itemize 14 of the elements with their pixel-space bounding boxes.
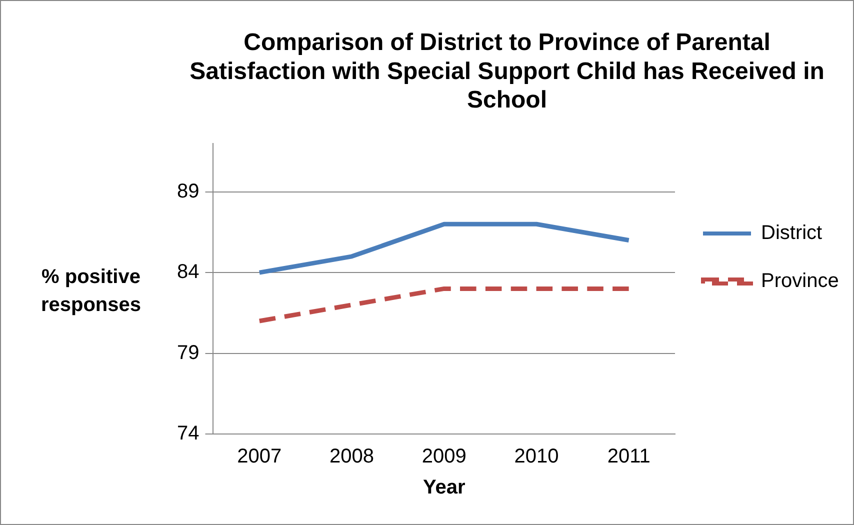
x-tick-label: 2007 xyxy=(237,446,282,468)
x-tick-label: 2008 xyxy=(330,446,374,468)
x-tick-label: 2009 xyxy=(422,446,466,468)
x-tick-label: 2010 xyxy=(514,446,559,468)
y-tick-label: 79 xyxy=(176,342,200,364)
x-tick-label: 2011 xyxy=(607,446,650,468)
legend-label: District xyxy=(761,222,823,244)
y-axis-title: % positive responses xyxy=(40,265,142,318)
chart-title: Comparison of District to Province of Parental Satisfaction with Special Support Child has Received in School xyxy=(190,29,824,114)
x-axis-title: Year xyxy=(422,476,466,499)
legend-label: Province xyxy=(761,270,839,292)
y-tick-label: 74 xyxy=(176,422,200,445)
y-tick-label: 89 xyxy=(176,180,200,202)
y-tick-label: 84 xyxy=(176,261,200,284)
